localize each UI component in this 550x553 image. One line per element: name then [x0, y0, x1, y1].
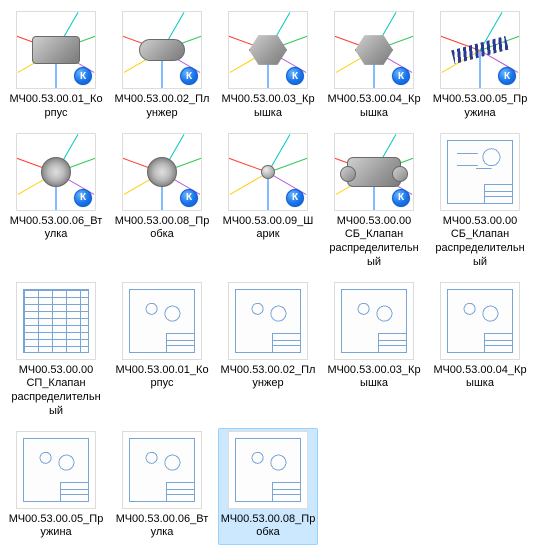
file-item[interactable]: МЧ00.53.00.00 СБ_Клапан распределительны… [430, 130, 530, 275]
thumbnail-2d-drawing [440, 133, 520, 211]
file-label: МЧ00.53.00.01_Корпус [114, 364, 210, 392]
thumbnail-3d-model: К [334, 11, 414, 89]
file-item[interactable]: МЧ00.53.00.00 СП_Клапан распределительны… [6, 279, 106, 424]
thumbnail-3d-model: К [228, 11, 308, 89]
kompas-badge-icon: К [180, 67, 198, 85]
thumbnail-3d-model: К [228, 133, 308, 211]
file-item[interactable]: К МЧ00.53.00.03_Крышка [218, 8, 318, 126]
file-item[interactable]: МЧ00.53.00.05_Пружина [6, 428, 106, 546]
kompas-badge-icon: К [286, 67, 304, 85]
kompas-badge-icon: К [180, 189, 198, 207]
file-label: МЧ00.53.00.02_Плунжер [114, 93, 210, 121]
file-label: МЧ00.53.00.06_Втулка [114, 513, 210, 541]
thumbnail-3d-model: К [16, 133, 96, 211]
file-item[interactable]: К МЧ00.53.00.06_Втулка [6, 130, 106, 275]
file-label: МЧ00.53.00.08_Пробка [220, 513, 316, 541]
file-item[interactable]: К МЧ00.53.00.00 СБ_Клапан распределительн… [324, 130, 424, 275]
file-label: МЧ00.53.00.00 СБ_Клапан распределительны… [326, 215, 422, 270]
thumbnail-3d-model: К [16, 11, 96, 89]
file-label: МЧ00.53.00.04_Крышка [326, 93, 422, 121]
file-label: МЧ00.53.00.00 СП_Клапан распределительны… [8, 364, 104, 419]
file-item[interactable]: МЧ00.53.00.06_Втулка [112, 428, 212, 546]
file-label: МЧ00.53.00.03_Крышка [326, 364, 422, 392]
file-label: МЧ00.53.00.02_Плунжер [220, 364, 316, 392]
file-label: МЧ00.53.00.01_Корпус [8, 93, 104, 121]
file-item[interactable]: К МЧ00.53.00.02_Плунжер [112, 8, 212, 126]
thumbnail-3d-model: К [440, 11, 520, 89]
file-item[interactable]: МЧ00.53.00.01_Корпус [112, 279, 212, 424]
file-item[interactable]: К МЧ00.53.00.08_Пробка [112, 130, 212, 275]
file-item[interactable]: К МЧ00.53.00.05_Пружина [430, 8, 530, 126]
thumbnail-2d-drawing [334, 282, 414, 360]
file-label: МЧ00.53.00.04_Крышка [432, 364, 528, 392]
file-grid: К МЧ00.53.00.01_Корпус К МЧ00.53.00.02_Плун… [6, 8, 544, 545]
file-label: МЧ00.53.00.08_Пробка [114, 215, 210, 243]
kompas-badge-icon: К [74, 189, 92, 207]
thumbnail-3d-model: К [122, 133, 202, 211]
kompas-badge-icon: К [392, 189, 410, 207]
file-label: МЧ00.53.00.00 СБ_Клапан распределительны… [432, 215, 528, 270]
file-item[interactable]: К МЧ00.53.00.04_Крышка [324, 8, 424, 126]
file-item[interactable]: МЧ00.53.00.03_Крышка [324, 279, 424, 424]
kompas-badge-icon: К [286, 189, 304, 207]
kompas-badge-icon: К [392, 67, 410, 85]
file-label: МЧ00.53.00.05_Пружина [432, 93, 528, 121]
thumbnail-2d-drawing [16, 431, 96, 509]
file-label: МЧ00.53.00.09_Шарик [220, 215, 316, 243]
file-item[interactable]: МЧ00.53.00.04_Крышка [430, 279, 530, 424]
file-item[interactable]: МЧ00.53.00.02_Плунжер [218, 279, 318, 424]
thumbnail-2d-drawing [228, 282, 308, 360]
file-label: МЧ00.53.00.06_Втулка [8, 215, 104, 243]
thumbnail-2d-drawing [16, 282, 96, 360]
thumbnail-2d-drawing [122, 431, 202, 509]
thumbnail-3d-model: К [334, 133, 414, 211]
file-label: МЧ00.53.00.05_Пружина [8, 513, 104, 541]
thumbnail-2d-drawing [228, 431, 308, 509]
kompas-badge-icon: К [74, 67, 92, 85]
thumbnail-2d-drawing [122, 282, 202, 360]
kompas-badge-icon: К [498, 67, 516, 85]
thumbnail-3d-model: К [122, 11, 202, 89]
file-item[interactable]: МЧ00.53.00.08_Пробка [218, 428, 318, 546]
thumbnail-2d-drawing [440, 282, 520, 360]
file-item[interactable]: К МЧ00.53.00.09_Шарик [218, 130, 318, 275]
file-item[interactable]: К МЧ00.53.00.01_Корпус [6, 8, 106, 126]
file-label: МЧ00.53.00.03_Крышка [220, 93, 316, 121]
